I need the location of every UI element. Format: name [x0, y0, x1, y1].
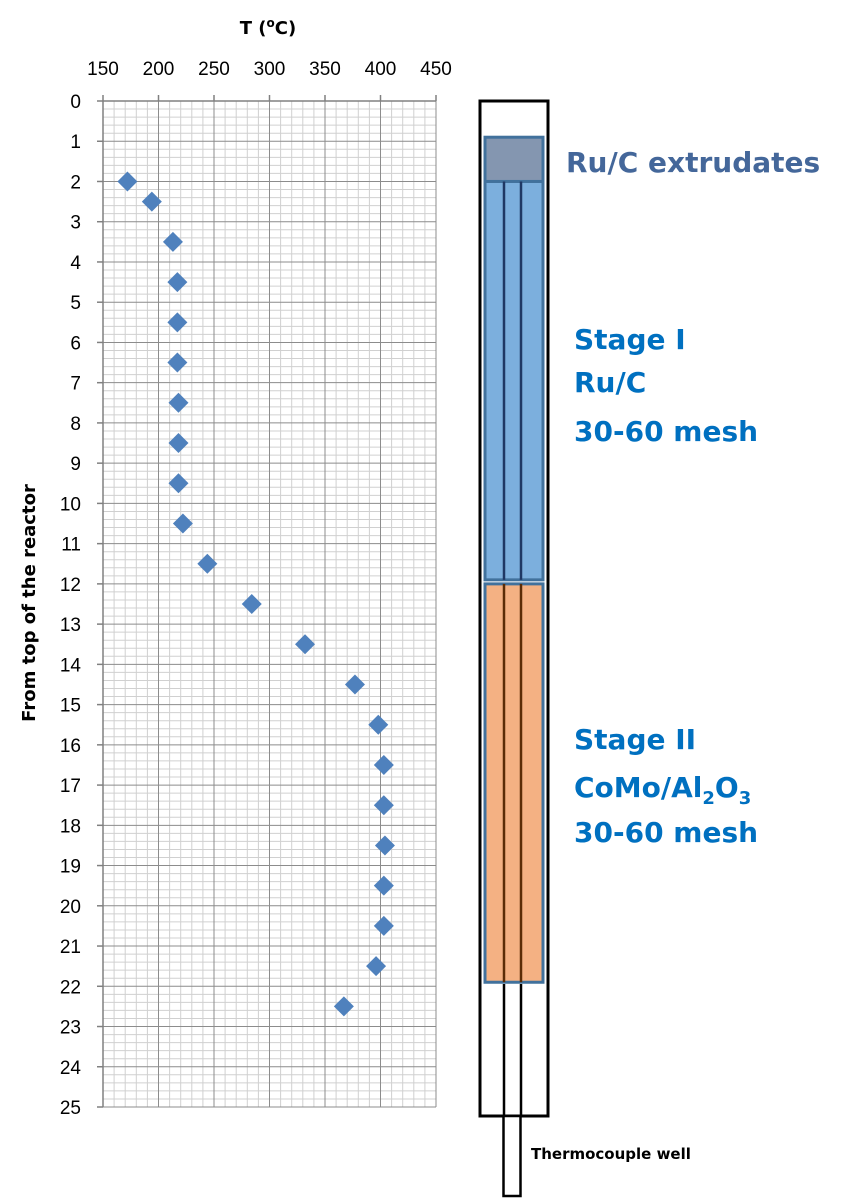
y-tick-label: 11 — [61, 535, 81, 556]
y-tick-label: 9 — [70, 454, 81, 475]
y-tick-label: 13 — [60, 615, 81, 636]
data-point — [373, 915, 394, 936]
data-points — [117, 171, 395, 1017]
stage-1-bed — [483, 179, 545, 582]
label-stage-1-catalyst: Ru/C — [574, 366, 646, 399]
ru-c-extrudates — [483, 135, 545, 183]
x-tick-label: 450 — [420, 59, 452, 80]
y-tick-label: 21 — [60, 937, 81, 958]
reactor-beds — [483, 135, 545, 984]
y-tick-label: 12 — [60, 575, 81, 596]
y-tick-label: 3 — [70, 213, 81, 234]
data-point — [141, 191, 162, 212]
y-tick-label: 0 — [70, 92, 81, 113]
y-tick-label: 6 — [70, 333, 81, 354]
label-stage-1: Stage I — [574, 323, 686, 356]
x-tick-label: 300 — [254, 59, 286, 80]
y-tick-label: 20 — [60, 897, 81, 918]
y-tick-label: 1 — [70, 132, 81, 153]
data-point — [368, 714, 389, 735]
data-point — [168, 473, 189, 494]
reactor-diagram: Ru/C extrudates Stage I Ru/C 30-60 mesh … — [478, 99, 820, 1198]
y-tick-marks — [97, 100, 103, 1108]
data-point — [167, 312, 188, 333]
y-tick-label: 2 — [70, 172, 81, 193]
data-point — [366, 956, 387, 977]
label-stage-2-catalyst: CoMo/Al2O3 — [574, 771, 751, 809]
y-tick-label: 16 — [60, 736, 81, 757]
label-stage-1-mesh: 30-60 mesh — [574, 415, 758, 448]
data-point — [373, 754, 394, 775]
stage-2-bed — [483, 582, 545, 984]
data-point — [117, 171, 138, 192]
y-tick-label: 24 — [60, 1058, 82, 1079]
label-stage-2: Stage II — [574, 723, 696, 756]
data-point — [374, 835, 395, 856]
y-tick-label: 19 — [60, 857, 81, 878]
y-tick-label: 5 — [70, 293, 81, 314]
y-tick-label: 25 — [60, 1098, 81, 1119]
y-tick-labels: 0123456789101112131415161718192021222324… — [60, 92, 82, 1119]
y-axis-title: From top of the reactor — [19, 484, 40, 722]
data-point — [168, 433, 189, 454]
data-point — [197, 553, 218, 574]
y-tick-label: 18 — [60, 816, 81, 837]
y-tick-label: 15 — [60, 696, 81, 717]
x-tick-label: 150 — [87, 59, 119, 80]
data-point — [344, 674, 365, 695]
y-tick-label: 17 — [60, 776, 81, 797]
y-tick-label: 23 — [60, 1018, 81, 1039]
label-ru-c-extrudates: Ru/C extrudates — [566, 146, 820, 179]
x-tick-label: 250 — [198, 59, 230, 80]
data-point — [172, 513, 193, 534]
data-point — [167, 272, 188, 293]
y-tick-label: 22 — [60, 977, 81, 998]
label-thermocouple-well: Thermocouple well — [531, 1145, 691, 1163]
x-tick-labels: 150 200 250 300 350 400 450 — [87, 59, 452, 80]
data-point — [162, 231, 183, 252]
data-point — [168, 392, 189, 413]
chart: 150 200 250 300 350 400 450 012345678910111213… — [19, 16, 452, 1119]
x-axis-title: T (oC) — [240, 16, 296, 39]
x-tick-marks — [102, 95, 437, 101]
data-point — [373, 795, 394, 816]
data-point — [295, 634, 316, 655]
y-tick-label: 7 — [70, 374, 81, 395]
thermocouple-well — [502, 1114, 522, 1198]
y-tick-label: 14 — [60, 655, 82, 676]
x-tick-label: 350 — [309, 59, 341, 80]
data-point — [241, 594, 262, 614]
label-stage-2-mesh: 30-60 mesh — [574, 816, 758, 849]
data-point — [373, 875, 394, 896]
data-point — [333, 996, 354, 1017]
x-tick-label: 400 — [365, 59, 397, 80]
data-point — [167, 352, 188, 373]
grid-major — [102, 100, 437, 1108]
x-tick-label: 200 — [143, 59, 175, 80]
y-tick-label: 8 — [70, 414, 81, 435]
y-tick-label: 10 — [60, 494, 81, 515]
y-tick-label: 4 — [70, 253, 81, 274]
